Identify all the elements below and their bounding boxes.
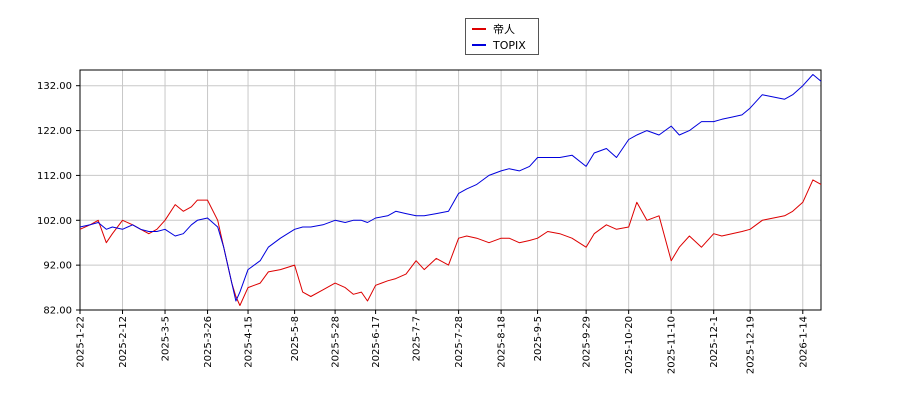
legend-swatch-topix bbox=[472, 44, 486, 46]
x-tick-label: 2025-10-20 bbox=[624, 316, 635, 374]
y-axis: 82.00 92.00 102.00 112.00 122.00 132.00 bbox=[37, 81, 80, 317]
x-tick-label: 2025-7-7 bbox=[412, 316, 423, 361]
x-tick-label: 2025-8-18 bbox=[497, 316, 508, 368]
y-tick-label: 132.00 bbox=[37, 81, 72, 92]
x-tick-label: 2025-9-5 bbox=[533, 316, 544, 361]
x-tick-label: 2025-3-26 bbox=[203, 316, 214, 368]
x-tick-label: 2025-12-19 bbox=[746, 316, 757, 374]
legend-item-teijin: 帝人 bbox=[472, 22, 515, 36]
legend-label-teijin: 帝人 bbox=[493, 23, 515, 36]
x-axis: 2025-1-22 2025-2-12 2025-3-5 2025-3-26 2025-… bbox=[76, 310, 809, 374]
grid-lines bbox=[79, 70, 821, 311]
y-tick-label: 102.00 bbox=[37, 216, 72, 227]
legend-label-topix: TOPIX bbox=[493, 38, 526, 52]
x-tick-label: 2025-2-12 bbox=[118, 316, 129, 368]
x-tick-label: 2025-7-28 bbox=[454, 316, 465, 368]
x-tick-label: 2025-5-8 bbox=[290, 316, 301, 361]
plot-area bbox=[79, 69, 822, 311]
x-tick-label: 2025-11-10 bbox=[667, 316, 678, 374]
x-tick-label: 2025-1-22 bbox=[76, 316, 87, 368]
y-tick-label: 112.00 bbox=[37, 171, 72, 182]
y-tick-label: 82.00 bbox=[43, 306, 72, 317]
y-tick-label: 122.00 bbox=[37, 126, 72, 137]
series-lines bbox=[79, 74, 822, 306]
x-tick-label: 2025-4-15 bbox=[244, 316, 255, 368]
x-tick-label: 2025-3-5 bbox=[161, 316, 172, 361]
x-tick-label: 2025-6-17 bbox=[371, 316, 382, 368]
legend-item-topix: TOPIX bbox=[472, 38, 526, 52]
legend: 帝人 TOPIX bbox=[465, 18, 539, 55]
x-tick-label: 2026-1-14 bbox=[798, 316, 809, 368]
legend-swatch-teijin bbox=[472, 28, 486, 30]
x-tick-label: 2025-9-29 bbox=[582, 316, 593, 368]
series-line-topix bbox=[79, 74, 822, 302]
x-tick-label: 2025-5-28 bbox=[331, 316, 342, 368]
series-line-teijin bbox=[79, 179, 822, 306]
y-tick-label: 92.00 bbox=[43, 261, 72, 272]
x-tick-label: 2025-12-1 bbox=[709, 316, 720, 368]
